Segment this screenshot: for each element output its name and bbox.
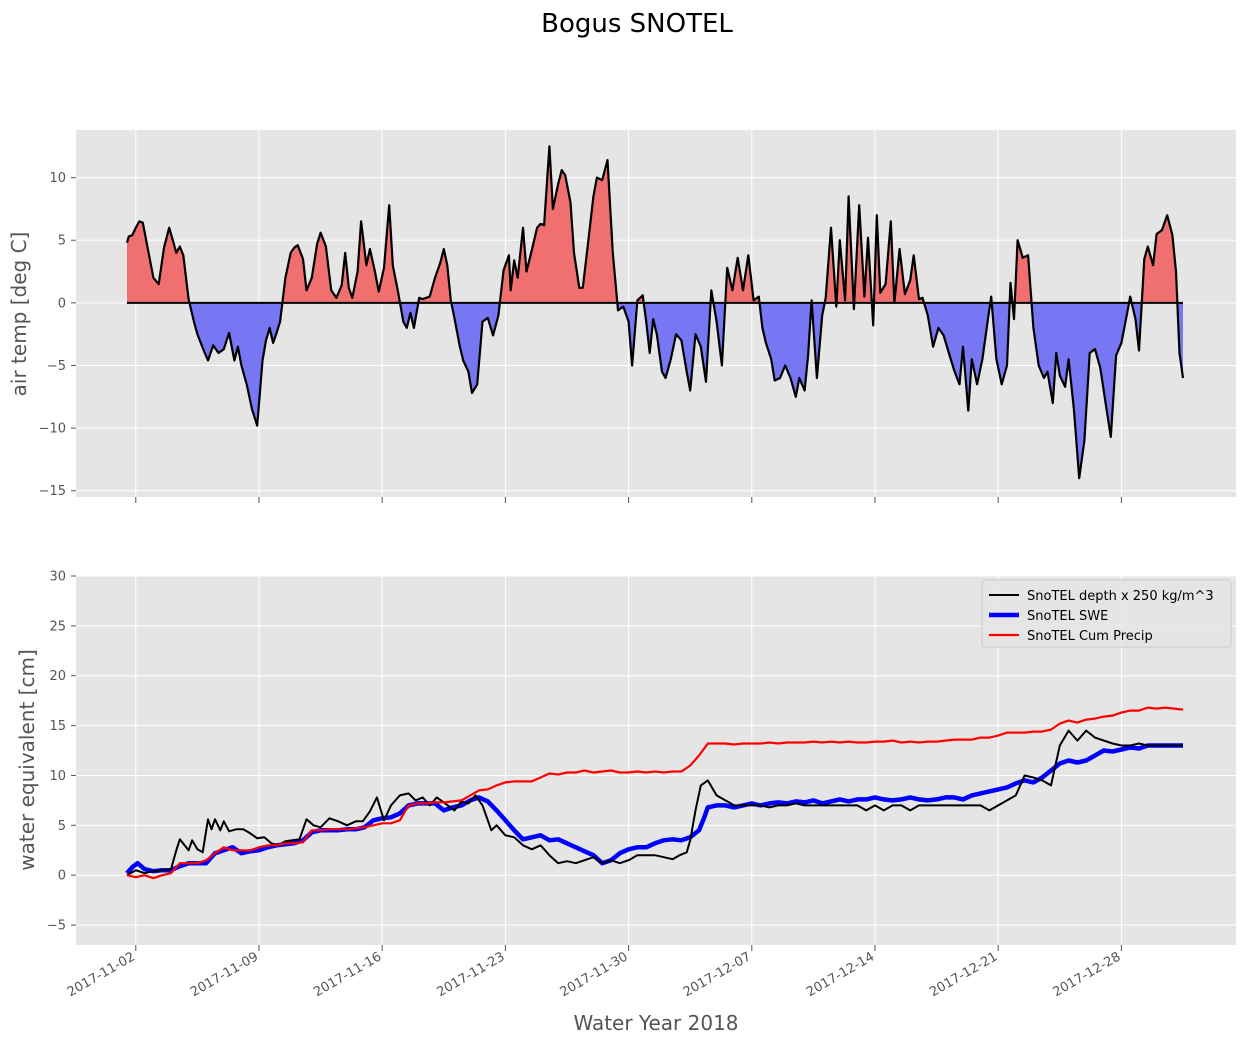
legend-label-swe: SnoTEL SWE: [1027, 609, 1108, 624]
swe-ytick-label-5: 20: [49, 669, 66, 684]
swe-ytick-label-4: 15: [49, 719, 66, 734]
temp-ytick-label-0: −15: [39, 484, 66, 499]
x-tick-label-1: 2017-11-09: [188, 949, 261, 1000]
legend-label-precip: SnoTEL Cum Precip: [1027, 629, 1153, 644]
air-temp-grid: [76, 130, 1236, 497]
air-temp-x-ticks: [135, 497, 1122, 503]
temp-ytick-label-2: −5: [47, 359, 66, 374]
x-axis-label: Water Year 2018: [573, 1011, 738, 1035]
x-tick-label-4: 2017-11-30: [558, 949, 631, 1000]
x-tick-label-8: 2017-12-28: [1050, 949, 1123, 1000]
x-tick-label-3: 2017-11-23: [434, 949, 507, 1000]
swe-ytick-label-7: 30: [49, 570, 66, 585]
legend-box: [981, 579, 1232, 648]
air-temp-panel: −15 −10 −5 0 5 10 air temp [deg C]: [7, 130, 1236, 503]
water-equivalent-y-axis-label: water equivalent [cm]: [15, 649, 39, 870]
water-equivalent-lines: [125, 706, 1184, 880]
air-temp-y-axis-label: air temp [deg C]: [7, 232, 31, 397]
air-temp-lines: [125, 145, 1185, 480]
water-equivalent-x-ticks: 2017-11-02 2017-11-09 2017-11-16 2017-11-23…: [65, 945, 1123, 1000]
swe-ytick-label-0: −5: [47, 919, 66, 934]
x-tick-label-2: 2017-11-16: [311, 949, 384, 1000]
depth-line: [126, 729, 1183, 877]
figure-suptitle: Bogus SNOTEL: [541, 9, 733, 39]
air-temp-fill: [127, 146, 1183, 479]
legend: SnoTEL depth x 250 kg/m^3 SnoTEL SWE Sno…: [981, 579, 1232, 648]
temp-ytick-label-1: −10: [39, 422, 66, 437]
x-tick-label-7: 2017-12-21: [927, 949, 1000, 1000]
air-temp-y-ticks: −15 −10 −5 0 5 10: [39, 171, 76, 499]
swe-ytick-label-3: 10: [49, 769, 66, 784]
temp-line: [125, 145, 1185, 480]
swe-ytick-label-6: 25: [49, 619, 66, 634]
x-tick-label-0: 2017-11-02: [65, 949, 138, 1000]
temp-ytick-label-4: 5: [58, 234, 66, 249]
x-tick-label-5: 2017-12-07: [681, 949, 754, 1000]
water-equivalent-grid: [76, 575, 1236, 945]
legend-label-depth: SnoTEL depth x 250 kg/m^3: [1027, 589, 1214, 604]
water-equivalent-y-ticks: −5 0 5 10 15 20 25 30: [47, 570, 76, 934]
temp-ytick-label-3: 0: [58, 296, 66, 311]
x-tick-label-6: 2017-12-14: [804, 949, 877, 1000]
swe-ytick-label-1: 0: [58, 869, 66, 884]
temp-ytick-label-5: 10: [49, 171, 66, 186]
cum-precip-line: [126, 706, 1184, 880]
temp-positive-area: [127, 146, 1183, 303]
temp-negative-area: [127, 302, 1183, 479]
swe-ytick-label-2: 5: [58, 819, 66, 834]
